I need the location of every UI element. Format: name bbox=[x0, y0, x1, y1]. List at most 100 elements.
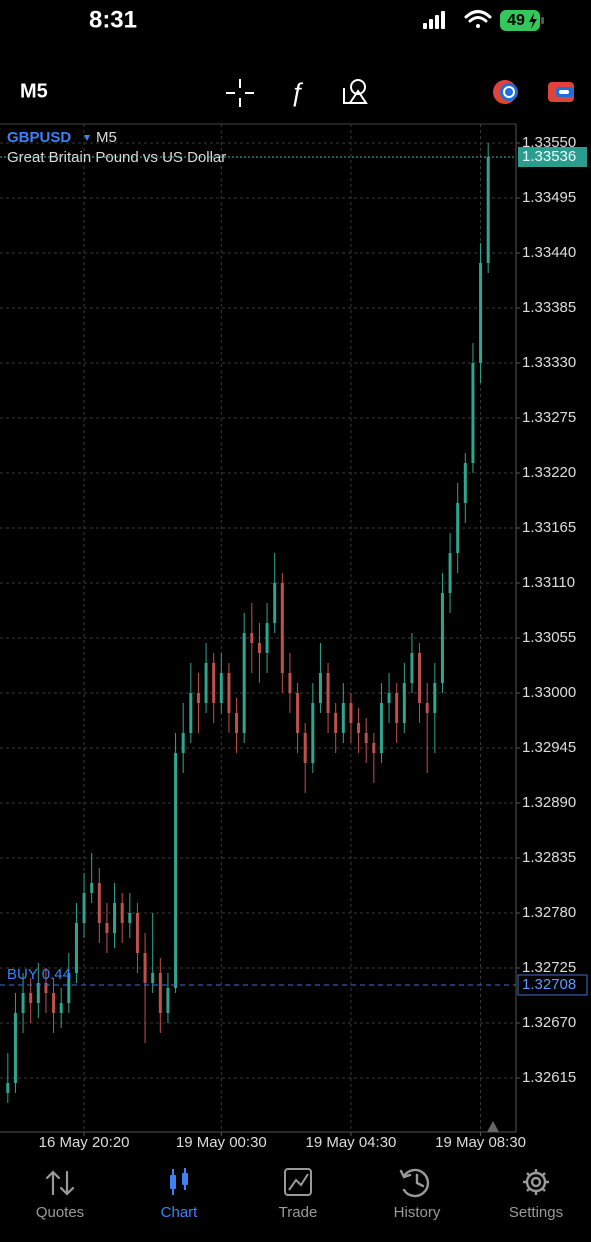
candle-body bbox=[273, 583, 277, 623]
candle-body bbox=[196, 693, 200, 703]
candle-body bbox=[334, 713, 338, 733]
y-tick-label: 1.32835 bbox=[522, 849, 576, 866]
candle-body bbox=[29, 993, 33, 1003]
tab-label[interactable]: Trade bbox=[279, 1204, 318, 1221]
y-tick-label: 1.32725 bbox=[522, 959, 576, 976]
candle-body bbox=[44, 983, 48, 993]
x-tick-label: 19 May 04:30 bbox=[305, 1134, 396, 1151]
candle-body bbox=[448, 553, 452, 593]
y-tick-label: 1.33110 bbox=[522, 574, 575, 591]
candle-body bbox=[120, 903, 124, 923]
y-tick-label: 1.32890 bbox=[522, 794, 576, 811]
candle-body bbox=[387, 693, 391, 703]
y-tick-label: 1.32945 bbox=[522, 739, 576, 756]
signal-icon bbox=[423, 11, 445, 29]
candle-body bbox=[74, 923, 78, 973]
chart-timeframe: M5 bbox=[96, 129, 117, 146]
tab-label[interactable]: Settings bbox=[509, 1204, 563, 1221]
wifi-icon bbox=[464, 10, 492, 28]
crosshair-button[interactable] bbox=[226, 79, 254, 107]
tab-label[interactable]: Chart bbox=[161, 1204, 199, 1221]
y-tick-label: 1.33000 bbox=[522, 684, 576, 701]
candle-body bbox=[143, 953, 147, 983]
candle-body bbox=[36, 983, 40, 1003]
tab-label[interactable]: Quotes bbox=[36, 1204, 84, 1221]
candle-body bbox=[105, 923, 109, 933]
candle-body bbox=[67, 973, 71, 1003]
y-tick-label: 1.33220 bbox=[522, 464, 576, 481]
candle-body bbox=[303, 733, 307, 763]
candle-body bbox=[379, 703, 383, 753]
tab-label[interactable]: History bbox=[394, 1204, 441, 1221]
x-tick-label: 16 May 20:20 bbox=[39, 1134, 130, 1151]
settings-icon[interactable] bbox=[523, 1169, 549, 1195]
timeframe-button[interactable]: M5 bbox=[20, 80, 48, 102]
position-text: BUY 0.44 bbox=[7, 966, 71, 983]
candle-body bbox=[113, 903, 117, 933]
bid-label: 1.33536 bbox=[522, 148, 576, 165]
history-icon[interactable] bbox=[399, 1168, 430, 1198]
candle-body bbox=[97, 883, 101, 923]
candle-body bbox=[13, 1013, 17, 1083]
candle-body bbox=[158, 973, 162, 1013]
candle-body bbox=[21, 993, 25, 1013]
indicators-button[interactable]: ƒ bbox=[290, 77, 304, 107]
charging-bolt bbox=[529, 13, 537, 29]
candle-body bbox=[486, 157, 490, 263]
y-tick-label: 1.33055 bbox=[522, 629, 576, 646]
candle-body bbox=[235, 713, 239, 733]
candle-body bbox=[151, 973, 155, 983]
candle-body bbox=[456, 503, 460, 553]
tab-bar bbox=[45, 1168, 549, 1198]
candle-body bbox=[395, 693, 399, 723]
candle-body bbox=[341, 703, 345, 733]
clock: 8:31 bbox=[89, 6, 137, 33]
objects-button[interactable] bbox=[343, 79, 368, 104]
y-tick-label: 1.33385 bbox=[522, 299, 576, 316]
candle-body bbox=[410, 653, 414, 683]
symbol[interactable]: GBPUSD bbox=[7, 129, 71, 146]
candle-body bbox=[166, 988, 170, 1013]
candle-body bbox=[6, 1083, 10, 1093]
candle-body bbox=[128, 913, 132, 923]
y-tick-label: 1.32670 bbox=[522, 1014, 576, 1031]
candle-body bbox=[425, 703, 429, 713]
chart-shift-marker[interactable] bbox=[487, 1121, 499, 1132]
trade-button[interactable] bbox=[548, 82, 574, 102]
candle-body bbox=[52, 993, 56, 1013]
quotes-icon[interactable] bbox=[45, 1170, 75, 1196]
candle-body bbox=[402, 683, 406, 723]
candle-body bbox=[364, 733, 368, 743]
candle-body bbox=[174, 753, 178, 988]
trade-icon[interactable] bbox=[284, 1168, 312, 1196]
candle-body bbox=[311, 703, 315, 763]
candle-body bbox=[433, 683, 437, 713]
candle-body bbox=[479, 263, 483, 363]
y-tick-label: 1.33440 bbox=[522, 244, 576, 261]
symbol-dropdown[interactable] bbox=[84, 135, 90, 141]
candle-body bbox=[372, 743, 376, 753]
candle-body bbox=[440, 593, 444, 683]
candle-body bbox=[349, 703, 353, 723]
candle-body bbox=[257, 643, 261, 653]
one-click-button[interactable] bbox=[493, 80, 518, 104]
candle-body bbox=[471, 363, 475, 463]
candle-body bbox=[227, 673, 231, 713]
candle-body bbox=[212, 663, 216, 703]
candle-body bbox=[242, 633, 246, 733]
candle-body bbox=[90, 883, 94, 893]
candle-body bbox=[189, 693, 193, 733]
candle-body bbox=[219, 673, 223, 703]
candle-body bbox=[181, 733, 185, 753]
candle-body bbox=[265, 623, 269, 653]
candle-body bbox=[318, 673, 322, 703]
chart-icon[interactable] bbox=[170, 1168, 188, 1195]
y-tick-label: 1.33165 bbox=[522, 519, 576, 536]
battery-level: 49 bbox=[507, 12, 525, 29]
battery-icon bbox=[500, 10, 540, 31]
candle-body bbox=[204, 663, 208, 703]
candle-body bbox=[326, 673, 330, 713]
x-tick-label: 19 May 08:30 bbox=[435, 1134, 526, 1151]
